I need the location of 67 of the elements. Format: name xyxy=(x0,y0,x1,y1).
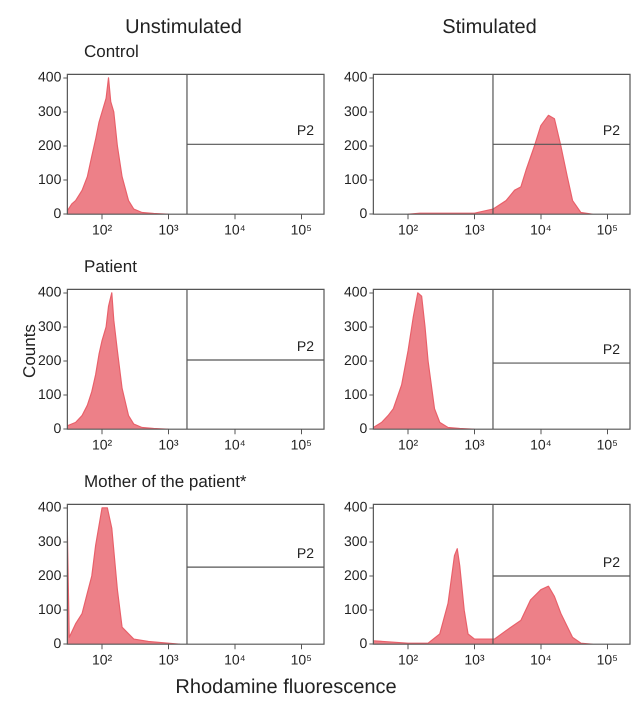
y-tick-label: 200 xyxy=(38,136,62,153)
x-tick-label: 10⁴ xyxy=(224,221,246,238)
y-tick-label: 300 xyxy=(38,318,62,334)
y-tick-label: 100 xyxy=(38,170,62,187)
y-tick-label: 300 xyxy=(344,318,368,334)
x-tick-label: 10³ xyxy=(464,221,485,238)
y-tick-label: 300 xyxy=(344,102,368,119)
chart-title: Stimulated xyxy=(441,16,538,40)
x-tick-label: 10³ xyxy=(464,651,485,668)
ref-line-label: P2 xyxy=(296,338,314,354)
y-tick-label: 0 xyxy=(54,420,62,436)
x-tick-label: 10⁵ xyxy=(596,651,618,668)
chart-title: Unstimulated xyxy=(124,16,243,40)
x-tick-label: 10² xyxy=(398,221,419,238)
x-axis-title: Rhodamine fluorescence xyxy=(174,676,398,699)
x-tick-label: 10⁵ xyxy=(596,436,618,452)
x-tick-label: 10⁴ xyxy=(530,221,552,238)
x-tick-label: 10⁵ xyxy=(290,221,312,238)
y-tick-label: 100 xyxy=(38,600,62,617)
ref-line-label: P2 xyxy=(296,545,314,561)
x-tick-label: 10⁵ xyxy=(596,221,618,238)
chart-subtitle: Mother of the patient* xyxy=(83,472,248,493)
x-tick-label: 10² xyxy=(398,651,419,668)
y-tick-label: 200 xyxy=(38,352,62,368)
x-tick-label: 10³ xyxy=(464,436,485,452)
ref-line-label: P2 xyxy=(602,340,620,357)
x-tick-label: 10⁴ xyxy=(224,436,246,452)
x-tick-label: 10⁴ xyxy=(224,651,246,668)
y-tick-label: 400 xyxy=(344,284,368,300)
chart-subtitle: Control xyxy=(83,42,140,63)
y-tick-label: 200 xyxy=(344,352,368,368)
x-tick-label: 10⁴ xyxy=(530,651,552,668)
x-tick-label: 10⁴ xyxy=(530,436,552,452)
x-tick-label: 10³ xyxy=(158,651,179,668)
ref-line-label: P2 xyxy=(296,122,314,138)
x-tick-label: 10² xyxy=(92,221,113,238)
x-tick-label: 10³ xyxy=(158,221,179,238)
ref-line-label: P2 xyxy=(602,554,620,570)
y-tick-label: 300 xyxy=(38,532,62,549)
y-tick-label: 200 xyxy=(344,566,368,583)
y-tick-label: 300 xyxy=(344,532,368,549)
y-tick-label: 0 xyxy=(54,635,62,652)
x-tick-label: 10² xyxy=(92,651,113,668)
y-tick-label: 400 xyxy=(344,498,368,515)
y-tick-label: 400 xyxy=(38,498,62,515)
y-axis-title: Counts xyxy=(20,324,39,380)
y-tick-label: 100 xyxy=(344,170,368,187)
x-tick-label: 10² xyxy=(92,436,113,452)
y-tick-label: 200 xyxy=(344,136,368,153)
y-tick-label: 200 xyxy=(38,566,62,583)
y-tick-label: 400 xyxy=(344,68,368,85)
chart-subtitle: Patient xyxy=(83,257,138,278)
y-tick-label: 400 xyxy=(38,68,62,85)
y-tick-label: 100 xyxy=(344,600,368,617)
x-tick-label: 10³ xyxy=(158,436,179,452)
x-tick-label: 10⁵ xyxy=(290,651,312,668)
x-tick-label: 10² xyxy=(398,436,419,452)
y-tick-label: 0 xyxy=(54,205,62,222)
x-tick-label: 10⁵ xyxy=(290,436,312,452)
y-tick-label: 0 xyxy=(360,635,368,652)
y-tick-label: 100 xyxy=(344,386,368,402)
y-tick-label: 300 xyxy=(38,102,62,119)
ref-line-label: P2 xyxy=(602,122,620,138)
y-tick-label: 0 xyxy=(360,205,368,222)
y-tick-label: 400 xyxy=(38,284,62,300)
y-tick-label: 0 xyxy=(360,420,368,436)
y-tick-label: 100 xyxy=(38,386,62,402)
